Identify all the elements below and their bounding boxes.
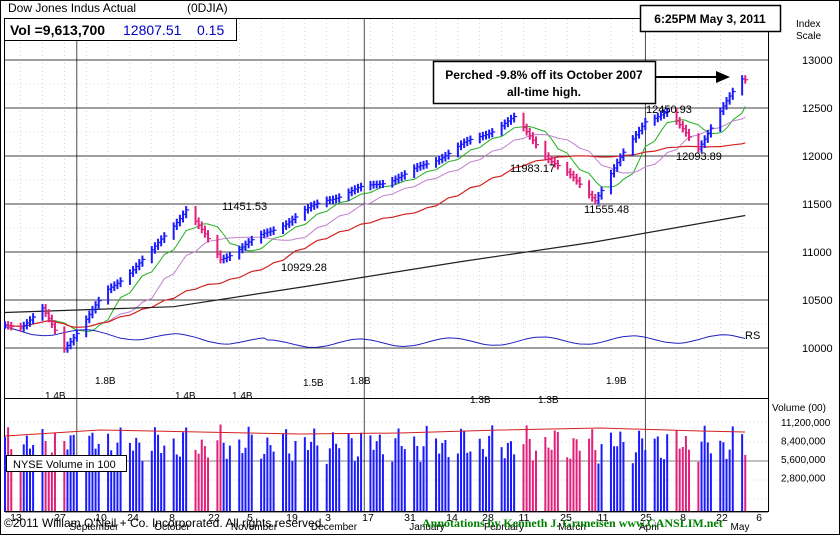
volume-peak-label: 1.3B <box>538 395 559 406</box>
annotation-credit: Annotations by Kenneth J. Gruneisen www.… <box>422 516 723 530</box>
volume-peak-label: 1.4B <box>232 391 253 402</box>
x-day-label: 31 <box>404 512 416 524</box>
volume-tick-label: 11,200,000 <box>781 418 831 429</box>
x-day-label: 13 <box>10 512 22 524</box>
nyse-volume-label: NYSE Volume in 100 <box>13 459 116 471</box>
volume-peak-label: 1.8B <box>95 376 116 387</box>
x-day-label: 8 <box>169 512 175 524</box>
annotation-line-2: all-time high. <box>507 85 581 99</box>
nyse-volume-box <box>6 455 127 472</box>
rs-line <box>4 326 746 348</box>
ma10-line <box>4 106 746 332</box>
index-label: Index <box>796 19 820 30</box>
x-month-label: February <box>484 522 524 533</box>
timestamp: 6:25PM May 3, 2011 <box>654 12 766 26</box>
price-tick-label: 13000 <box>802 55 833 67</box>
moving-averages <box>4 106 746 348</box>
x-day-label: 28 <box>482 512 494 524</box>
price-point-label: 11555.48 <box>584 204 629 216</box>
x-day-label: 27 <box>54 512 66 524</box>
volume-peak-label: 1.5B <box>303 378 324 389</box>
x-month-label: April <box>639 522 659 533</box>
x-day-label: 25 <box>560 512 572 524</box>
price-tick-label: 10000 <box>802 343 833 355</box>
annotation-line-1: Perched -9.8% off its October 2007 <box>445 68 643 82</box>
x-month-label: May <box>731 522 750 533</box>
price-tick-label: 10500 <box>802 295 833 307</box>
price-tick-label: 12500 <box>802 103 833 115</box>
x-day-label: 22 <box>208 512 220 524</box>
volume-peak-label: 1.8B <box>350 376 371 387</box>
volume-tick-label: 8,400,000 <box>781 437 826 448</box>
instrument-symbol: (0DJIA) <box>187 1 228 15</box>
x-day-label: 22 <box>716 512 728 524</box>
x-day-label: 19 <box>286 512 298 524</box>
x-day-label: 10 <box>95 512 107 524</box>
price-change: 0.15 <box>197 22 224 38</box>
x-month-label: March <box>558 522 586 533</box>
volume-tick-label: 2,800,000 <box>781 474 826 485</box>
rs-label: RS <box>745 330 760 342</box>
timestamp-box <box>639 4 782 33</box>
x-day-label: 11 <box>598 512 609 524</box>
price-tick-label: 11500 <box>802 199 832 211</box>
last-price: 12807.51 <box>123 22 182 38</box>
x-day-label: 5 <box>247 512 253 524</box>
volume-tick-label: 5,600,000 <box>781 455 826 466</box>
price-point-label: 12093.89 <box>676 151 722 163</box>
ma200-line <box>4 214 746 314</box>
price-point-label: 11451.53 <box>222 201 267 213</box>
volume-peak-label: 1.4B <box>175 391 196 402</box>
instrument-name: Dow Jones Indus Actual <box>8 1 136 15</box>
volume-axis-title: Volume (00) <box>772 403 826 414</box>
ma21-line <box>4 116 746 328</box>
x-day-label: 11 <box>519 512 530 524</box>
price-point-label: 10929.28 <box>281 262 327 274</box>
x-day-label: 3 <box>325 512 331 524</box>
annotation-arrow-head <box>716 71 730 83</box>
volume-text: Vol =9,613,700 <box>10 22 105 38</box>
copyright: ©2011 William O'Neil + Co. Incorporated.… <box>4 516 325 530</box>
x-day-label: 24 <box>127 512 139 524</box>
volume-peak-label: 1.3B <box>470 395 491 406</box>
x-month-label: December <box>311 522 358 533</box>
price-point-label: 11983.17 <box>510 163 555 175</box>
volume-peak-label: 1.4B <box>45 391 66 402</box>
volume-panel <box>4 398 769 512</box>
quote-box <box>4 18 237 41</box>
x-month-label: November <box>231 522 278 533</box>
scale-label: Scale <box>796 31 821 42</box>
x-month-label: October <box>154 522 190 533</box>
price-tick-label: 12000 <box>802 151 833 163</box>
x-day-label: 6 <box>756 512 762 524</box>
x-month-label: January <box>409 522 445 533</box>
volume-peak-label: 1.9B <box>606 376 627 387</box>
x-day-label: 17 <box>362 512 374 524</box>
x-day-label: 25 <box>640 512 652 524</box>
price-tick-label: 11000 <box>802 247 832 259</box>
volume-average-line <box>4 427 746 437</box>
price-point-label: 12450.93 <box>646 104 692 116</box>
axis-labels: 10000 10500 11000 11500 12000 12500 13000 11,20… <box>10 55 832 533</box>
x-month-label: September <box>70 522 120 533</box>
x-day-label: 8 <box>680 512 686 524</box>
annotation-box <box>432 60 657 105</box>
x-day-label: 14 <box>446 512 458 524</box>
price-bars <box>4 75 749 353</box>
